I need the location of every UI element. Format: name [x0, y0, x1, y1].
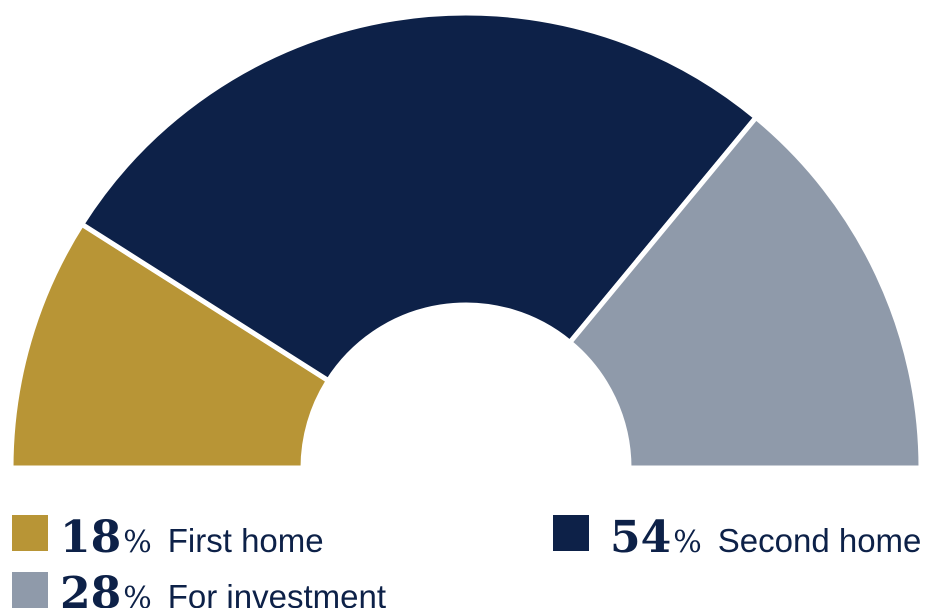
legend-item-first-home: 18% First home [12, 512, 324, 563]
legend-unit-for-investment: % [123, 581, 152, 608]
legend-text-for-investment: 28% For investment [60, 568, 386, 608]
legend-label-for-investment: For investment [168, 578, 386, 608]
legend-item-for-investment: 28% For investment [12, 568, 386, 608]
legend-swatch-for-investment [12, 572, 48, 608]
chart-legend: 18% First home 54% Second home 28% For invest… [12, 512, 921, 608]
legend-text-second-home: 54% Second home [610, 512, 921, 563]
legend-swatch-second-home [553, 515, 589, 551]
legend-unit-second-home: % [673, 525, 702, 560]
legend-value-first-home: 18 [60, 512, 121, 563]
legend-text-first-home: 18% First home [60, 512, 324, 563]
legend-unit-first-home: % [123, 525, 152, 560]
legend-item-second-home: 54% Second home [553, 512, 921, 563]
chart-slices [11, 13, 921, 468]
legend-label-second-home: Second home [718, 522, 922, 559]
legend-value-second-home: 54 [610, 512, 671, 563]
legend-swatch-first-home [12, 515, 48, 551]
legend-label-first-home: First home [168, 522, 324, 559]
legend-value-for-investment: 28 [60, 568, 121, 608]
